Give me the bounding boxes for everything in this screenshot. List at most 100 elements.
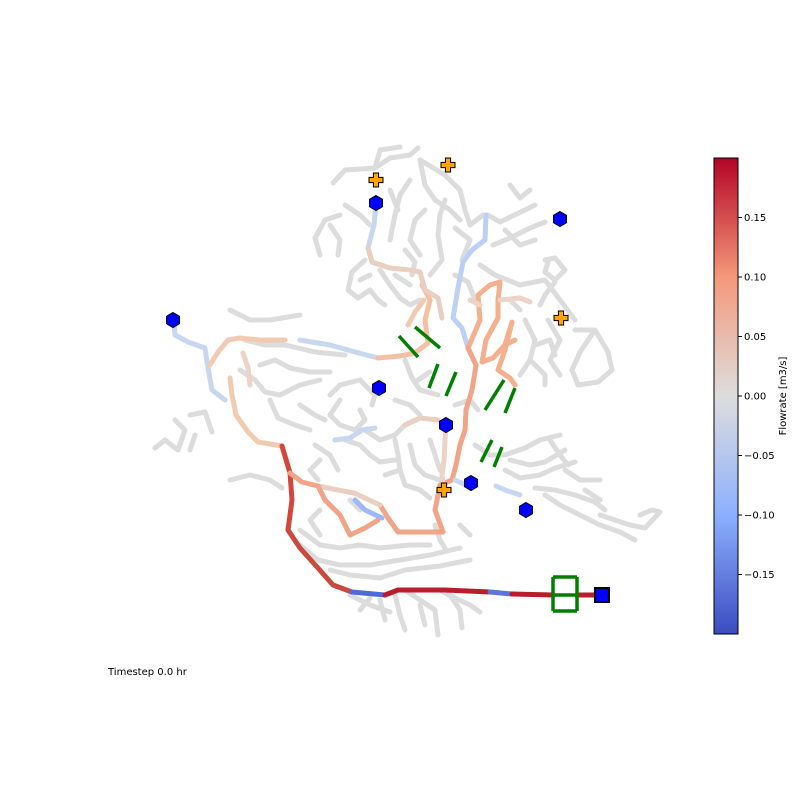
- junction-markers: [166, 194, 567, 519]
- pipe: [562, 467, 603, 483]
- hexagon-icon: [372, 379, 386, 397]
- pipe: [417, 157, 473, 228]
- timestep-label: Timestep 0.0 hr: [108, 667, 187, 678]
- flow-pipe: [285, 527, 355, 595]
- pipe: [227, 307, 303, 323]
- flow-pipe: [439, 422, 449, 493]
- pipe: [532, 485, 608, 513]
- pipe: [345, 257, 388, 308]
- colorbar-tick-label: 0.10: [744, 273, 766, 284]
- flow-pipe: [465, 279, 518, 365]
- pipe: [327, 557, 473, 581]
- pump-icon: [397, 334, 420, 359]
- flow-pipe: [240, 350, 253, 388]
- hexagon-icon: [369, 194, 383, 212]
- pipe: [407, 442, 443, 483]
- flow-pipe: [332, 425, 378, 443]
- hexagon-icon: [553, 210, 567, 228]
- pipe: [417, 602, 428, 628]
- pipe: [427, 437, 443, 473]
- flow-pipe: [402, 415, 441, 428]
- pipe: [392, 397, 423, 418]
- pipe: [582, 487, 603, 503]
- flow-pipe: [279, 443, 293, 476]
- pipe: [327, 377, 378, 408]
- pipe: [267, 397, 313, 433]
- flow-pipe: [171, 319, 228, 403]
- flow-pipe: [417, 269, 445, 321]
- pipe: [427, 197, 448, 278]
- flow-pipe: [349, 589, 388, 598]
- flow-pipe: [315, 483, 383, 508]
- pumps: [397, 325, 579, 613]
- square-icon: [594, 587, 610, 603]
- pipe: [542, 492, 638, 543]
- flow-pipe: [347, 517, 381, 538]
- pipe: [502, 459, 578, 481]
- pipe: [467, 212, 486, 228]
- flow-pipe: [377, 502, 446, 535]
- zero-flow-pipes: [152, 144, 663, 638]
- pipe: [415, 369, 433, 383]
- pipe: [597, 507, 663, 531]
- plus-icon: [436, 482, 452, 498]
- pipe: [392, 437, 433, 501]
- pipe: [357, 595, 373, 613]
- pipe: [297, 527, 433, 551]
- pipe: [307, 457, 323, 483]
- pump-icon: [483, 379, 506, 411]
- pipe: [347, 497, 363, 513]
- pipe: [342, 437, 398, 465]
- flow-pipe: [405, 297, 427, 328]
- flow-pipe: [497, 295, 533, 305]
- pipe: [447, 592, 465, 631]
- pump-icon: [427, 363, 440, 389]
- pipe: [357, 272, 373, 283]
- plus-icon: [440, 157, 456, 173]
- pipe: [187, 409, 215, 435]
- pipe: [402, 357, 441, 398]
- flow-pipe: [207, 335, 288, 368]
- pipe: [490, 219, 548, 248]
- pipe: [507, 297, 523, 313]
- colorbar-tick-label: 0.00: [744, 392, 766, 403]
- pipe: [330, 145, 421, 186]
- hexagon-icon: [519, 501, 533, 519]
- flow-pipe: [287, 470, 321, 489]
- pipe: [377, 267, 423, 308]
- pipe: [342, 202, 373, 228]
- pipe: [407, 207, 428, 258]
- colorbar-tick-label: −0.15: [744, 570, 775, 581]
- pipe: [187, 432, 198, 453]
- pipe: [227, 472, 285, 491]
- hexagon-icon: [166, 311, 180, 329]
- flow-pipe: [493, 483, 523, 498]
- hexagon-icon: [464, 474, 478, 492]
- pipe: [152, 417, 188, 453]
- flow-pipe: [227, 375, 285, 449]
- pipe: [485, 202, 538, 225]
- flow-pipe: [297, 337, 381, 361]
- pipe: [307, 507, 323, 538]
- pipe: [242, 337, 348, 358]
- pipe: [327, 397, 368, 433]
- flow-pipe: [449, 345, 479, 483]
- pipe: [377, 597, 388, 623]
- pipe: [327, 222, 343, 258]
- pipe: [517, 357, 533, 378]
- pipe: [387, 187, 401, 213]
- pipe: [547, 437, 571, 468]
- flow-pipe: [285, 470, 295, 533]
- pipe: [437, 587, 483, 615]
- flow-pipe: [495, 319, 518, 388]
- pipe: [402, 587, 441, 638]
- colorbar-tick-label: 0.15: [744, 213, 766, 224]
- pipe: [472, 432, 563, 458]
- pipe: [392, 592, 408, 633]
- pipe: [545, 317, 563, 378]
- colorbar-tick-label: 0.05: [744, 332, 766, 343]
- pump-icon: [492, 446, 504, 468]
- flow-pipe: [365, 245, 423, 275]
- flow-pipe: [450, 212, 489, 351]
